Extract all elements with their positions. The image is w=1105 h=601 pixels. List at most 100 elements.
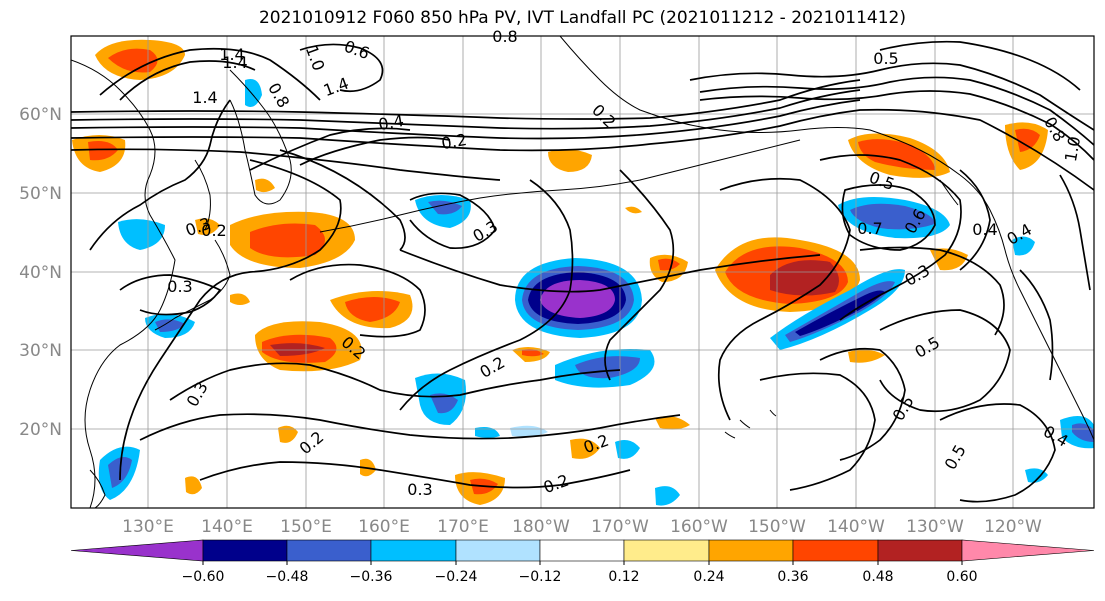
contour-line xyxy=(959,169,991,271)
lon-tick-label: 130°E xyxy=(122,517,174,537)
pv-positive-area xyxy=(345,297,400,322)
colorbar-tick-label: −0.12 xyxy=(519,569,562,585)
contour-line xyxy=(71,89,861,130)
contour-line xyxy=(71,108,1094,191)
contour-label: 0.3 xyxy=(167,277,192,296)
contour-label: 1.4 xyxy=(222,53,247,72)
colorbar-tick-label: 0.48 xyxy=(862,569,893,585)
contour-line xyxy=(859,246,1005,336)
pv-negative-area xyxy=(1025,468,1048,483)
contour-label: 0.5 xyxy=(873,49,898,68)
lon-tick-label: 130°W xyxy=(906,517,964,537)
lon-labels: 130°E 140°E 150°E 160°E 170°E 180°W 170°W 160°W… xyxy=(122,517,1042,537)
contour-label: 0.5 xyxy=(889,392,918,424)
contour-line xyxy=(99,47,321,101)
pv-positive-area xyxy=(858,139,935,170)
graticule xyxy=(71,36,1094,508)
pv-positive-area xyxy=(88,141,118,161)
pv-negative-area xyxy=(540,280,615,318)
contour-label: 0.2 xyxy=(476,353,508,382)
pv-positive-area xyxy=(108,48,158,73)
colorbar-segment xyxy=(539,539,625,562)
contour-label: 0.4 xyxy=(377,111,405,134)
contour-label: 0.2 xyxy=(440,130,468,153)
pv-positive-area xyxy=(195,218,220,235)
contour-label: 0.3 xyxy=(183,378,212,410)
lat-labels: 60°N 50°N 40°N 30°N 20°N xyxy=(19,105,62,440)
ivt-contours xyxy=(71,40,1094,503)
lon-tick-label: 140°W xyxy=(827,517,885,537)
pv-positive-area xyxy=(655,416,690,430)
contour-line xyxy=(71,79,861,120)
contour-label: 0.8 xyxy=(264,79,293,111)
contour-line xyxy=(119,159,342,481)
contour-line xyxy=(819,347,906,461)
lon-tick-label: 170°W xyxy=(591,517,649,537)
pv-positive-area xyxy=(848,349,885,363)
contour-line xyxy=(299,136,451,166)
contour-label: 1.0 xyxy=(1061,135,1084,163)
contour-line xyxy=(717,177,851,421)
contour-label: 0.2 xyxy=(296,427,328,458)
pv-negative-area xyxy=(850,203,935,230)
contour-line xyxy=(1019,269,1054,381)
pv-negative-area xyxy=(475,427,500,438)
pv-shading xyxy=(72,39,1094,506)
colorbar-segment xyxy=(202,539,288,562)
coastline-north-america xyxy=(959,174,1094,441)
lat-tick-label: 30°N xyxy=(19,341,62,361)
pv-positive-area xyxy=(270,343,325,356)
contour-line xyxy=(699,90,1094,161)
pv-negative-area xyxy=(118,219,165,250)
lon-tick-label: 150°E xyxy=(280,517,332,537)
pv-positive-area xyxy=(625,206,642,214)
contour-label: 0.5 xyxy=(911,333,943,362)
colorbar-tick-label: 0.36 xyxy=(777,569,808,585)
pv-positive-area xyxy=(278,425,298,443)
contour-line xyxy=(119,60,256,101)
colorbar-tick-label: 0.24 xyxy=(693,569,724,585)
contour-line xyxy=(279,149,406,251)
lat-tick-label: 40°N xyxy=(19,263,62,283)
contour-line xyxy=(399,249,821,293)
coastline-aleutians xyxy=(319,139,801,233)
contour-line xyxy=(879,309,1011,413)
coastline-philippines xyxy=(89,469,106,508)
contour-line xyxy=(289,263,426,338)
contour-line xyxy=(604,169,675,381)
pv-negative-area xyxy=(510,425,548,437)
contour-label: 0.4 xyxy=(972,220,997,239)
lon-tick-label: 140°E xyxy=(201,517,253,537)
contour-line xyxy=(139,413,681,441)
lat-tick-label: 60°N xyxy=(19,105,62,125)
lon-tick-label: 120°W xyxy=(984,517,1042,537)
contour-line xyxy=(879,40,1081,91)
colorbar-tick-label: −0.36 xyxy=(350,569,393,585)
contour-line xyxy=(119,274,222,316)
contour-label: 1.4 xyxy=(219,45,244,64)
pv-positive-area xyxy=(770,260,839,296)
pv-positive-area xyxy=(658,258,680,271)
map-title: 2021010912 F060 850 hPa PV, IVT Landfall… xyxy=(258,8,906,28)
lon-tick-label: 180°W xyxy=(512,517,570,537)
contour-label: 0.2 xyxy=(541,471,571,498)
pv-negative-area xyxy=(428,200,462,215)
pv-positive-area xyxy=(250,223,325,258)
colorbar-tick-label: 0.60 xyxy=(946,569,977,585)
contour-line xyxy=(1059,174,1091,291)
contour-label: 1.4 xyxy=(192,88,217,107)
colorbar-segment xyxy=(623,539,710,562)
contour-line xyxy=(399,179,574,411)
map-frame xyxy=(70,35,1095,509)
colorbar-segment xyxy=(708,539,794,562)
pv-positive-area xyxy=(255,178,275,193)
contour-line xyxy=(841,184,936,251)
pv-positive-area xyxy=(1015,128,1040,152)
colorbar: −0.60 −0.48 −0.36 −0.24 −0.12 0.12 0.24 0.36 0.4… xyxy=(70,539,1095,585)
colorbar-segment xyxy=(792,539,879,562)
colorbar-segment xyxy=(286,539,372,562)
colorbar-segment xyxy=(877,539,963,562)
contour-line xyxy=(759,372,876,491)
lon-tick-label: 150°W xyxy=(748,517,806,537)
